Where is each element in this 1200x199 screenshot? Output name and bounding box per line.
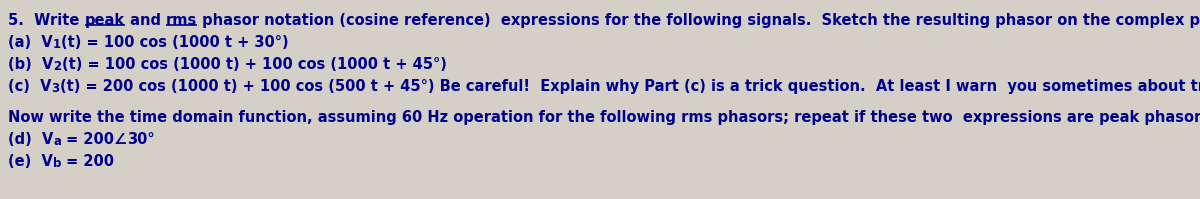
Text: (t) = 100 cos (1000 t) + 100 cos (1000 t + 45°): (t) = 100 cos (1000 t) + 100 cos (1000 t… [61,57,446,72]
Text: = 200: = 200 [61,154,114,169]
Text: and: and [125,13,166,28]
Text: (t) = 200 cos (1000 t) + 100 cos (500 t + 45°) Be careful!  Explain why Part (c): (t) = 200 cos (1000 t) + 100 cos (500 t … [60,79,1200,94]
Text: (d)  V: (d) V [8,132,53,147]
Text: (t) = 100 cos (1000 t + 30°): (t) = 100 cos (1000 t + 30°) [61,35,288,50]
Text: 5.  Write: 5. Write [8,13,84,28]
Text: (c)  V: (c) V [8,79,52,94]
Text: (a)  V: (a) V [8,35,53,50]
Text: b: b [53,157,61,170]
Text: peak: peak [84,13,125,28]
Text: 30°: 30° [127,132,155,147]
Text: (b)  V: (b) V [8,57,53,72]
Text: 1: 1 [53,38,61,51]
Text: Now write the time domain function, assuming 60 Hz operation for the following r: Now write the time domain function, assu… [8,110,1200,125]
Text: = 200∠: = 200∠ [61,132,127,147]
Text: rms: rms [166,13,197,28]
Text: 3: 3 [52,82,60,95]
Text: a: a [53,135,61,148]
Text: phasor notation (cosine reference)  expressions for the following signals.  Sket: phasor notation (cosine reference) expre… [197,13,1200,28]
Text: 2: 2 [53,60,61,73]
Text: (e)  V: (e) V [8,154,53,169]
